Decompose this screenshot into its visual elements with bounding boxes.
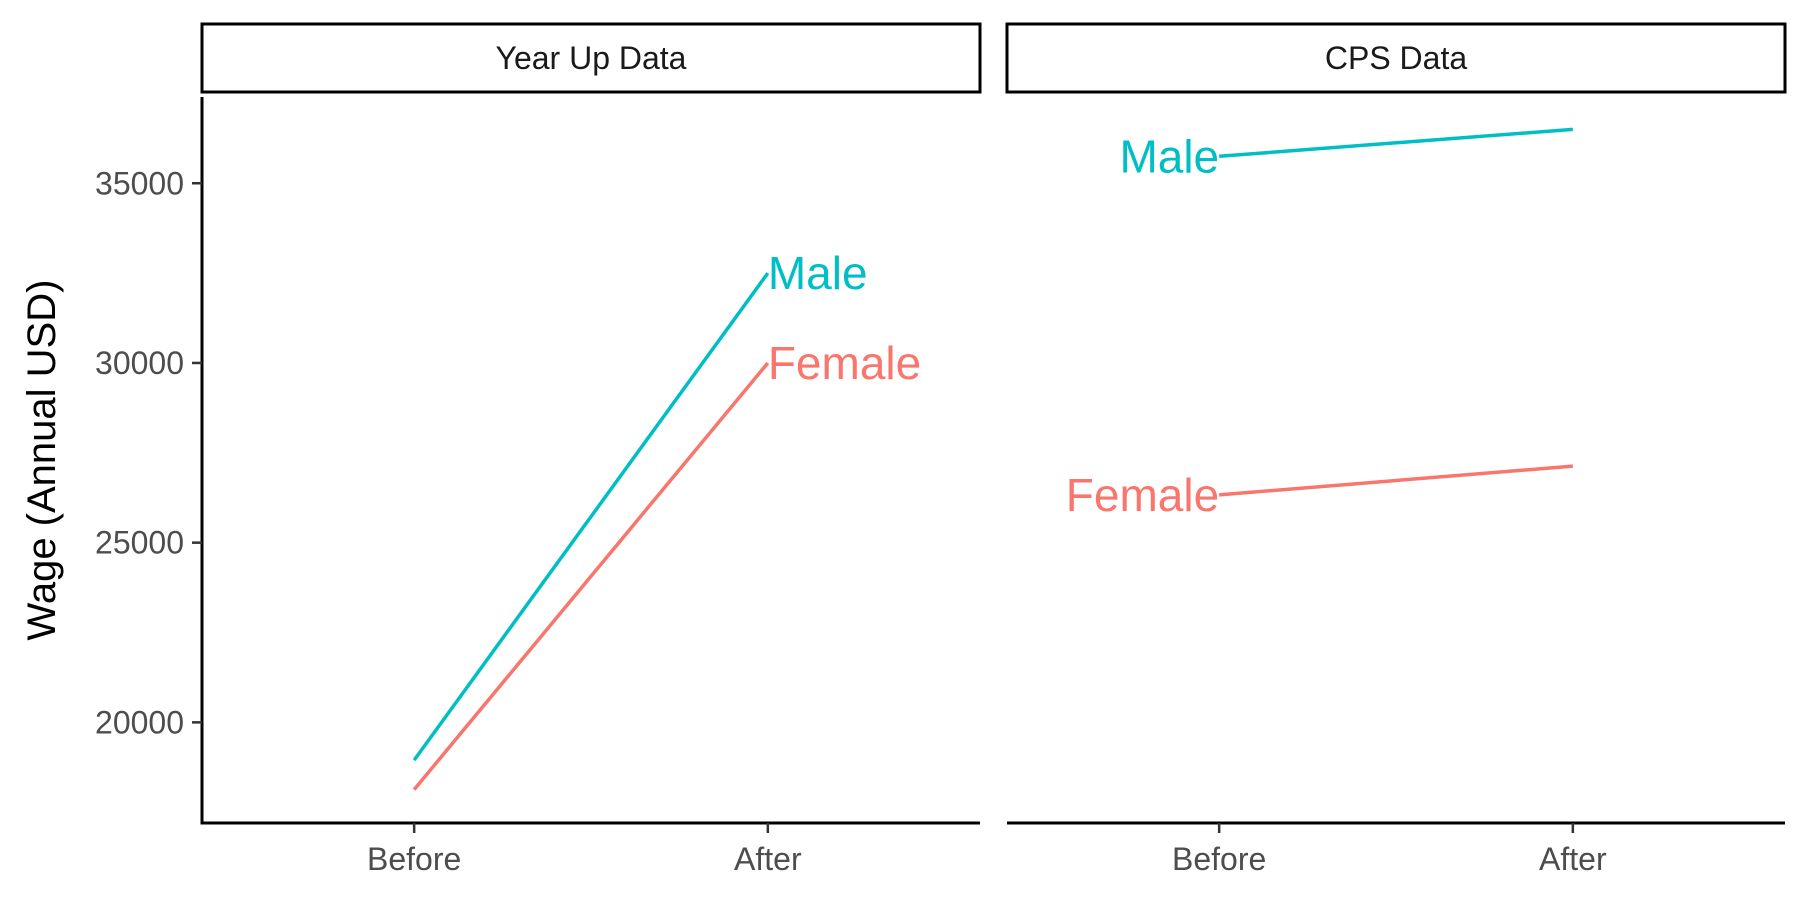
series-line-male: [412, 272, 770, 762]
series-label-female: Female: [1066, 469, 1219, 521]
series-label-male: Male: [768, 247, 868, 299]
y-tick-label: 20000: [95, 704, 184, 740]
y-tick-label: 35000: [95, 165, 184, 201]
panel-strip: [1005, 22, 1787, 94]
panel-1: Year Up Data Before After 20000 25000 30000 35…: [95, 22, 982, 877]
y-tick-label: 30000: [95, 345, 184, 381]
series-line-male: [1219, 127, 1573, 159]
y-axis-label-group: Wage (Annual USD): [20, 280, 64, 641]
panel-title: Year Up Data: [496, 40, 687, 76]
panel-strip: [200, 22, 982, 94]
y-tick-label: 25000: [95, 525, 184, 561]
y-axis-label: Wage (Annual USD): [20, 280, 64, 641]
x-tick-label: Before: [1172, 841, 1266, 877]
x-tick-label: Before: [367, 841, 461, 877]
series-label-male: Male: [1119, 130, 1219, 182]
panel-2: CPS Data Before After Male Female: [1005, 22, 1787, 877]
panels-layer: Year Up Data Before After 20000 25000 30000 35…: [95, 22, 1787, 877]
series-line-female: [412, 361, 770, 791]
series-line-female: [1219, 464, 1573, 497]
series-label-female: Female: [768, 337, 921, 389]
panel-title: CPS Data: [1325, 40, 1467, 76]
x-tick-label: After: [734, 841, 802, 877]
x-tick-label: After: [1539, 841, 1607, 877]
